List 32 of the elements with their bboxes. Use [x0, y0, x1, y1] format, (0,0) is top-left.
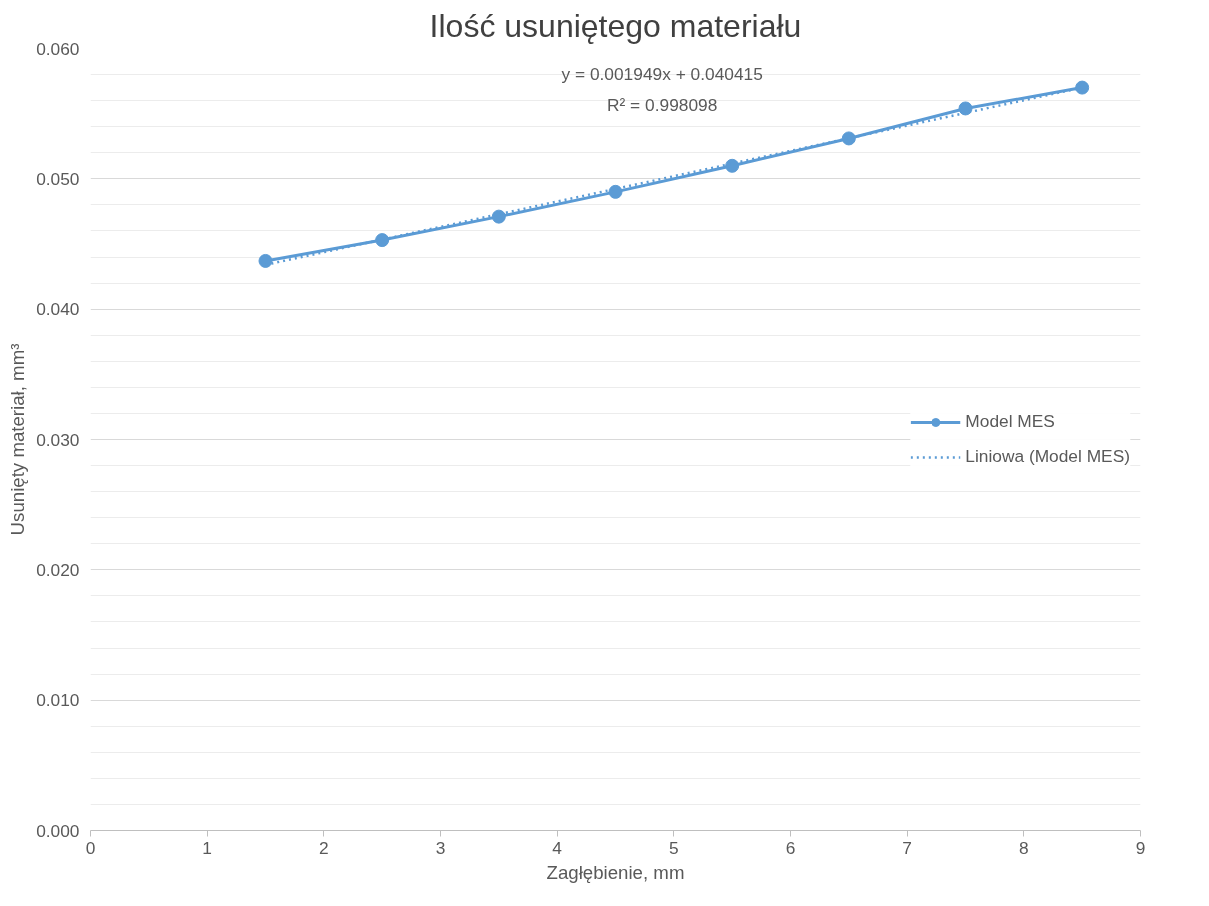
point — [1075, 80, 1090, 95]
point — [491, 209, 506, 224]
y-tick-label: 0.030 — [36, 429, 80, 450]
legend-label: Liniowa (Model MES) — [965, 446, 1130, 467]
y-tick-label: 0.040 — [36, 299, 80, 320]
y-tick-label: 0.060 — [36, 38, 80, 59]
annotation: R² = 0.998098 — [607, 94, 718, 115]
y-tick-label: 0.050 — [36, 168, 80, 189]
x-tick-label: 1 — [202, 837, 212, 858]
x-tick-label: 2 — [319, 837, 329, 858]
x-tick-label: 7 — [902, 837, 912, 858]
point — [725, 158, 740, 173]
x-tick-label: 6 — [785, 837, 796, 858]
x-tick-label: 5 — [669, 837, 679, 858]
y-tick-label: 0.010 — [36, 690, 80, 711]
point — [841, 131, 856, 146]
legend-label: Model MES — [965, 411, 1055, 432]
y-tick-label: 0.000 — [36, 820, 80, 841]
x-tick-label: 4 — [552, 837, 563, 858]
y-tick-label: 0.020 — [36, 559, 80, 580]
x-axis-title: Zagłębienie, mm — [546, 861, 685, 883]
point — [958, 101, 973, 116]
x-tick-label: 3 — [435, 837, 446, 858]
point — [375, 233, 390, 248]
x-tick-label: 0 — [85, 837, 96, 858]
point — [608, 184, 623, 199]
y-axis-title: Usunięty materiał, mm³ — [7, 343, 29, 536]
chart-title: Ilość usuniętego materiału — [429, 7, 802, 44]
annotation: y = 0.001949x + 0.040415 — [561, 63, 763, 84]
x-tick-label: 9 — [1135, 837, 1146, 858]
point — [258, 253, 273, 268]
x-tick-label: 8 — [1019, 837, 1029, 858]
